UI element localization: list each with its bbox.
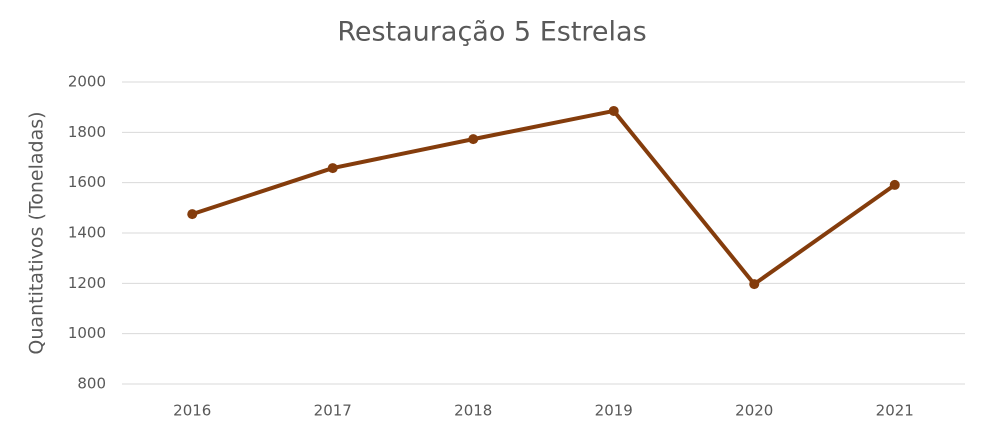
x-tick-label: 2021 [876,402,914,420]
y-tick-label: 1200 [68,274,106,292]
marker [749,279,760,290]
y-tick-label: 800 [77,375,106,393]
x-tick-label: 2016 [173,402,211,420]
y-tick-label: 1800 [68,123,106,141]
y-tick-label: 1400 [68,224,106,242]
marker [608,105,619,116]
y-axis-label: Quantitativos (Toneladas) [26,111,48,354]
x-tick-label: 2020 [735,402,773,420]
marker [468,134,479,145]
line [191,108,896,287]
chart-title: Restauração 5 Estrelas [337,17,646,48]
x-tick-label: 2019 [595,402,633,420]
y-tick-label: 2000 [68,73,106,91]
y-tick-label: 1000 [68,324,106,342]
marker [327,163,338,174]
x-tick-label: 2018 [454,402,492,420]
x-tick-label: 2017 [314,402,352,420]
marker [889,179,900,190]
y-tick-label: 1600 [68,173,106,191]
marker [187,209,198,220]
